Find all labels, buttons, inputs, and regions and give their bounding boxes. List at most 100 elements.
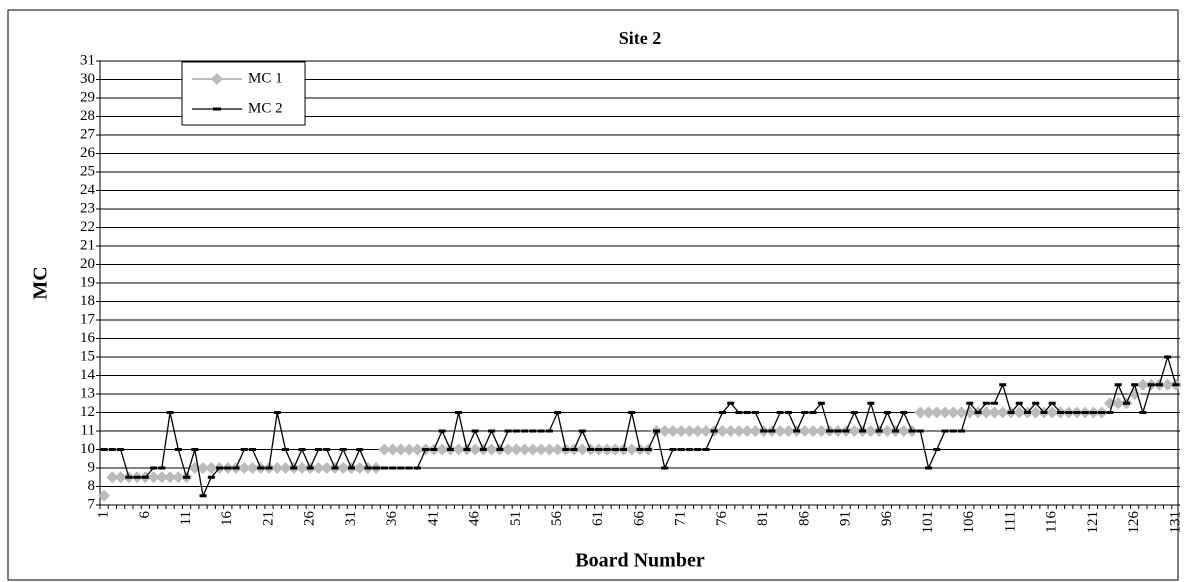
point-marker [100, 448, 108, 451]
point-marker [974, 411, 982, 414]
point-marker [955, 406, 968, 419]
point-marker [150, 466, 158, 470]
x-tick-label: 101 [920, 511, 936, 534]
point-marker [817, 401, 825, 405]
point-marker [570, 448, 578, 451]
point-marker [628, 411, 636, 414]
x-tick-label: 121 [1085, 511, 1101, 534]
series-1 [100, 354, 1180, 498]
point-marker [1081, 411, 1089, 414]
point-marker [249, 448, 257, 451]
y-tick-label: 10 [80, 441, 95, 457]
point-marker [197, 462, 210, 474]
y-tick-label: 28 [80, 108, 95, 124]
point-marker [347, 466, 355, 470]
point-marker [295, 462, 308, 474]
point-marker [809, 411, 817, 414]
point-marker [106, 471, 119, 484]
point-marker [724, 425, 737, 437]
point-marker [224, 466, 232, 470]
point-marker [1015, 401, 1023, 405]
point-marker [1122, 401, 1130, 405]
point-marker [702, 448, 710, 451]
point-marker [842, 429, 850, 433]
point-marker [1046, 406, 1059, 419]
y-tick-label: 7 [88, 496, 96, 512]
point-marker [1007, 411, 1015, 414]
point-marker [183, 475, 191, 479]
point-marker [699, 425, 712, 437]
legend-marker [213, 107, 221, 111]
point-marker [925, 466, 933, 470]
point-marker [205, 462, 218, 474]
point-marker [666, 425, 679, 437]
point-marker [897, 425, 910, 437]
y-tick-label: 27 [80, 126, 96, 142]
point-marker [353, 462, 366, 474]
point-marker [958, 429, 966, 433]
point-marker [793, 429, 801, 433]
point-marker [323, 448, 331, 451]
point-marker [933, 448, 941, 451]
point-marker [216, 466, 224, 470]
point-marker [108, 448, 116, 451]
point-marker [1112, 397, 1125, 410]
legend-marker [211, 73, 223, 85]
point-marker [455, 411, 463, 414]
point-marker [166, 411, 174, 414]
legend-box [181, 61, 306, 126]
point-marker [982, 401, 990, 405]
point-marker [892, 429, 900, 433]
point-marker [158, 466, 166, 470]
x-tick-label: 6 [137, 511, 153, 519]
point-marker [545, 429, 553, 433]
point-marker [1056, 411, 1064, 414]
point-marker [485, 443, 498, 456]
y-tick-label: 15 [80, 348, 95, 364]
point-marker [996, 406, 1009, 419]
point-marker [411, 443, 424, 456]
point-marker [378, 443, 391, 456]
point-marker [881, 425, 894, 437]
point-marker [117, 448, 125, 451]
point-marker [1013, 406, 1026, 419]
point-marker [535, 443, 548, 456]
point-marker [257, 466, 265, 470]
x-tick-label: 131 [1167, 511, 1183, 534]
x-tick-label: 31 [343, 511, 359, 526]
point-marker [386, 443, 399, 456]
x-tick-label: 11 [178, 511, 194, 525]
point-marker [859, 429, 867, 433]
point-marker [716, 425, 729, 437]
point-marker [661, 466, 669, 470]
point-marker [413, 466, 421, 470]
y-tick-label: 9 [88, 459, 96, 475]
point-marker [372, 466, 380, 470]
x-tick-label: 76 [714, 511, 730, 527]
y-tick-label: 18 [80, 293, 95, 309]
point-marker [471, 429, 479, 433]
point-marker [807, 425, 820, 437]
point-marker [947, 406, 960, 419]
point-marker [677, 448, 685, 451]
point-marker [916, 429, 924, 433]
point-marker [683, 425, 696, 437]
point-marker [930, 406, 943, 419]
point-marker [339, 448, 347, 451]
y-tick-label: 13 [80, 385, 95, 401]
point-marker [718, 411, 726, 414]
point-marker [529, 429, 537, 433]
point-marker [155, 471, 168, 484]
point-marker [430, 448, 438, 451]
y-tick-label: 21 [80, 237, 95, 253]
x-tick-label: 61 [590, 511, 606, 526]
point-marker [290, 466, 298, 470]
point-marker [314, 448, 322, 451]
legend-label: MC 1 [248, 70, 283, 86]
x-tick-label: 111 [1002, 511, 1018, 532]
point-marker [1161, 378, 1174, 391]
point-marker [133, 475, 141, 479]
point-marker [760, 429, 768, 433]
x-tick-label: 51 [508, 511, 524, 526]
